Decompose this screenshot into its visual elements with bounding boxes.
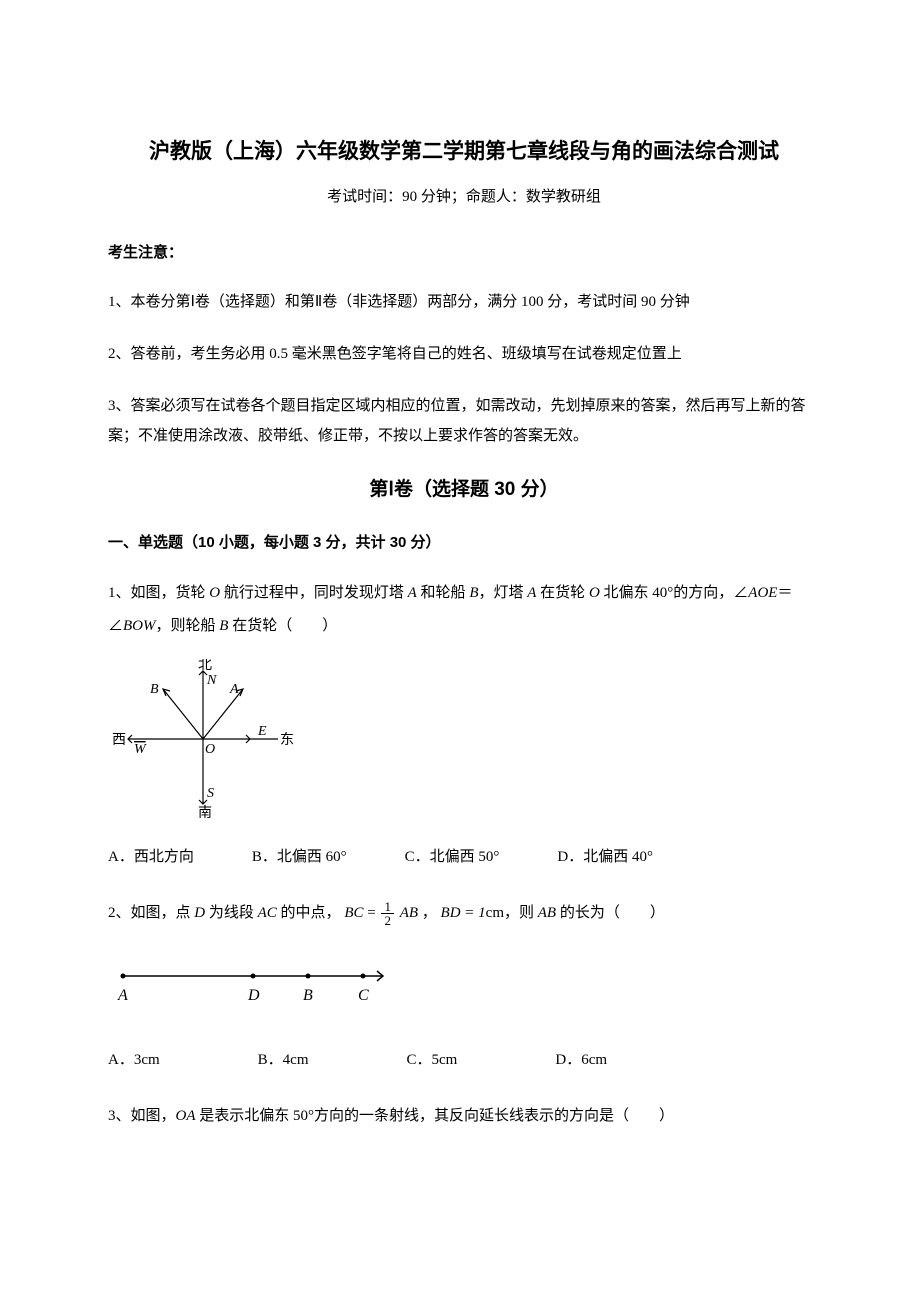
diagram-label-S: S [207,786,214,801]
q1-text: ，则轮船 [156,618,220,634]
q1-text: ，灯塔 [478,585,527,601]
q1-text: 在货轮 [536,585,589,601]
q1-text: 北偏东 40°的方向，∠ [600,585,749,601]
diagram-label-W: W [134,742,147,757]
q2-text: ， [418,905,437,921]
q2-eq1-left: BC [344,905,363,921]
q1-option-a: A．西北方向 [108,845,194,869]
q2-option-c: C．5cm [407,1048,458,1072]
q2-var-AC: AC [258,905,277,921]
q3-text: 3、如图， [108,1108,176,1124]
q2-text: 为线段 [205,905,258,921]
q2-text: 2、如图，点 [108,905,194,921]
q1-text: 在货轮（ ） [228,618,337,634]
question-1-diagram: 北 南 东 西 N S E W O A B [108,659,820,827]
diagram-label-B: B [303,987,313,1004]
notice-item: 3、答案必须写在试卷各个题目指定区域内相应的位置，如需改动，先划掉原来的答案，然… [108,391,820,451]
q2-option-b: B．4cm [258,1048,309,1072]
q2-eq1-right: AB [400,905,418,921]
diagram-label-O: O [205,742,215,757]
q2-var-D: D [194,905,205,921]
diagram-label-D: D [247,987,260,1004]
diagram-label-B: B [150,682,159,697]
q2-unit: cm [486,905,504,921]
q2-fraction: 12 [381,900,394,927]
q2-frac-num: 1 [381,900,394,914]
diagram-label-E: E [257,724,267,739]
notice-item: 2、答卷前，考生务必用 0.5 毫米黑色签字笔将自己的姓名、班级填写在试卷规定位… [108,339,820,369]
question-2-stem: 2、如图，点 D 为线段 AC 的中点， BC = 12 AB ， BD = 1… [108,897,820,930]
q1-text: 航行过程中，同时发现灯塔 [220,585,408,601]
page-subtitle: 考试时间：90 分钟；命题人：数学教研组 [108,185,820,209]
q1-text: 1、如图，货轮 [108,585,209,601]
q1-var-O: O [209,585,220,601]
diagram-label-N: N [206,673,217,688]
q1-var-AOE: AOE [748,585,777,601]
subsection-heading: 一、单选题（10 小题，每小题 3 分，共计 30 分） [108,531,820,555]
question-2-options: A．3cm B．4cm C．5cm D．6cm [108,1048,820,1072]
page-title: 沪教版（上海）六年级数学第二学期第七章线段与角的画法综合测试 [108,135,820,169]
q2-text: 的长为（ ） [556,905,665,921]
q2-text: 的中点， [277,905,341,921]
q1-var-BOW: BOW [123,618,156,634]
q2-option-d: D．6cm [555,1048,607,1072]
question-1-options: A．西北方向 B．北偏西 60° C．北偏西 50° D．北偏西 40° [108,845,820,869]
q2-frac-den: 2 [381,914,394,927]
q2-option-a: A．3cm [108,1048,160,1072]
diagram-label-C: C [358,987,369,1004]
q1-option-b: B．北偏西 60° [252,845,347,869]
question-3-stem: 3、如图，OA 是表示北偏东 50°方向的一条射线，其反向延长线表示的方向是（ … [108,1100,820,1133]
section-heading: 第Ⅰ卷（选择题 30 分） [108,475,820,505]
diagram-label-south: 南 [198,805,212,819]
q1-var-O2: O [589,585,600,601]
q2-var-AB: AB [538,905,556,921]
diagram-label-west: 西 [112,733,126,748]
diagram-label-A: A [229,682,239,697]
question-1-stem: 1、如图，货轮 O 航行过程中，同时发现灯塔 A 和轮船 B，灯塔 A 在货轮 … [108,577,820,643]
q1-option-d: D．北偏西 40° [557,845,653,869]
diagram-label-north: 北 [198,659,212,673]
notice-heading: 考生注意： [108,241,820,265]
diagram-label-east: 东 [280,732,294,748]
q1-var-A: A [408,585,417,601]
q1-text: 和轮船 [417,585,470,601]
q3-text: 是表示北偏东 50°方向的一条射线，其反向延长线表示的方向是（ ） [196,1108,675,1124]
notice-item: 1、本卷分第Ⅰ卷（选择题）和第Ⅱ卷（非选择题）两部分，满分 100 分，考试时间… [108,287,820,317]
question-2-diagram: A D B C [108,958,820,1016]
q3-var-OA: OA [176,1108,196,1124]
diagram-label-A: A [117,987,128,1004]
q2-text: ，则 [504,905,538,921]
q2-eq2: BD = 1 [441,905,486,921]
q1-option-c: C．北偏西 50° [405,845,500,869]
